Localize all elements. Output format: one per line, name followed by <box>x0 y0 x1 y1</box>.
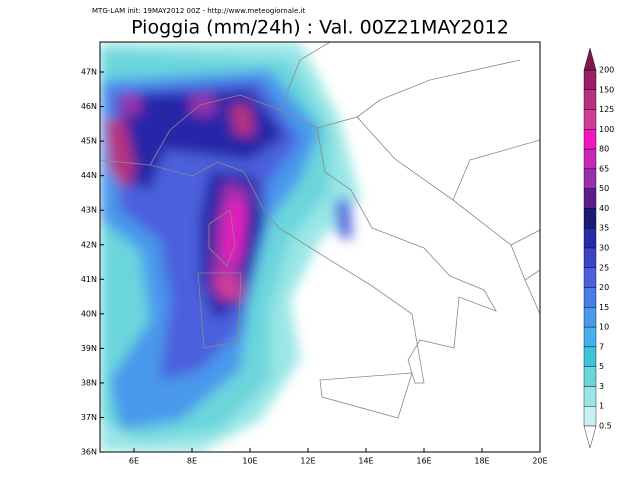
header: MTG-LAM init: 19MAY2012 00Z - http://www… <box>92 7 305 15</box>
colorbar-label: 100 <box>599 125 614 134</box>
colorbar-label: 25 <box>599 263 609 272</box>
colorbar-segment <box>583 366 597 387</box>
colorbar-label: 40 <box>599 204 609 213</box>
colorbar-segment <box>583 69 597 90</box>
colorbar-segment <box>583 89 597 110</box>
lat-label: 36N <box>81 448 97 457</box>
colorbar-segment <box>583 148 597 170</box>
precip-field <box>100 42 360 452</box>
colorbar-segment <box>583 188 597 209</box>
colorbar-segment <box>583 109 597 130</box>
colorbar-bottom <box>583 425 597 449</box>
coastlines <box>100 42 540 419</box>
lat-label: 46N <box>81 102 97 111</box>
colorbar-segment <box>583 346 597 367</box>
colorbar-segment <box>583 326 597 348</box>
lat-label: 39N <box>81 344 97 353</box>
colorbar-label: 125 <box>599 105 614 114</box>
colorbar-label: 1 <box>599 402 604 411</box>
colorbar-label: 30 <box>599 244 609 253</box>
lat-label: 37N <box>81 413 97 422</box>
colorbar-segment <box>583 168 597 189</box>
colorbar-label: 15 <box>599 303 609 312</box>
lon-label: 20E <box>532 457 547 466</box>
colorbar-label: 10 <box>599 323 609 332</box>
colorbar-top <box>583 47 597 71</box>
colorbar-segment <box>583 386 597 407</box>
lon-label: 14E <box>358 457 373 466</box>
lat-label: 40N <box>81 309 97 318</box>
colorbar-segment <box>583 228 597 249</box>
lon-label: 6E <box>129 457 139 466</box>
lat-label: 44N <box>81 171 97 180</box>
lat-label: 41N <box>81 275 97 284</box>
lat-label: 45N <box>81 137 97 146</box>
colorbar-label: 0.5 <box>599 422 612 431</box>
colorbar-segment <box>583 129 597 150</box>
lon-label: 18E <box>474 457 489 466</box>
colorbar-label: 20 <box>599 283 609 292</box>
map-frame <box>99 41 541 453</box>
lat-label: 38N <box>81 378 97 387</box>
lon-label: 10E <box>242 457 257 466</box>
colorbar-label: 80 <box>599 145 609 154</box>
colorbar-segment <box>583 208 597 229</box>
colorbar-label: 200 <box>599 66 614 75</box>
colorbar-label: 3 <box>599 382 604 391</box>
lon-label: 8E <box>187 457 197 466</box>
colorbar-segment <box>583 287 597 308</box>
colorbar-label: 150 <box>599 85 614 94</box>
colorbar-label: 5 <box>599 362 604 371</box>
lon-label: 16E <box>416 457 431 466</box>
colorbar-segment <box>583 247 597 268</box>
title: Pioggia (mm/24h) : Val. 00Z21MAY2012 <box>131 17 509 39</box>
colorbar-label: 7 <box>599 342 604 351</box>
colorbar-label: 35 <box>599 224 609 233</box>
colorbar-label: 50 <box>599 184 609 193</box>
lat-label: 43N <box>81 206 97 215</box>
colorbar-segment <box>583 267 597 288</box>
lat-label: 47N <box>81 68 97 77</box>
colorbar-label: 65 <box>599 164 609 173</box>
colorbar-segment <box>583 307 597 328</box>
lon-label: 12E <box>300 457 315 466</box>
colorbar-segment <box>583 406 597 427</box>
map <box>100 42 540 452</box>
lat-label: 42N <box>81 240 97 249</box>
